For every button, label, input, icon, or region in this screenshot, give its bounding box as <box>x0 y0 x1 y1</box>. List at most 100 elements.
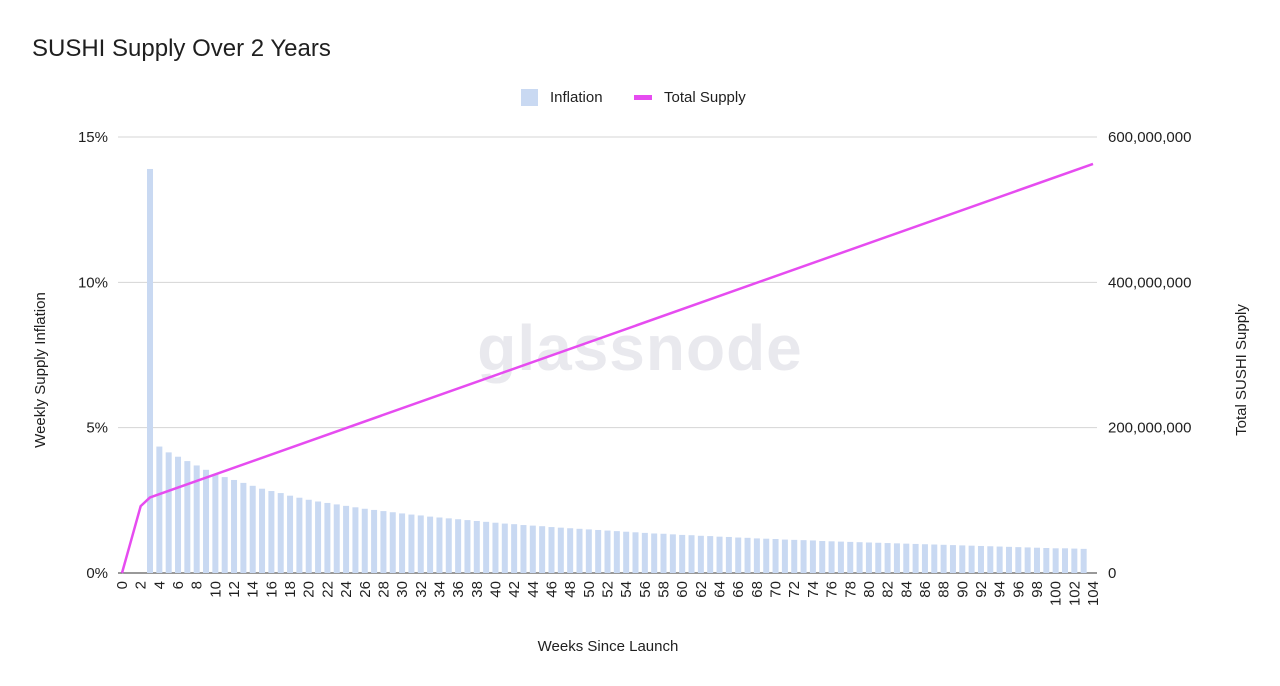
inflation-bar <box>996 546 1003 573</box>
inflation-bar <box>865 542 872 573</box>
inflation-bar <box>315 501 322 573</box>
inflation-bar <box>352 507 359 573</box>
inflation-bar <box>781 539 788 573</box>
x-tick-label: 56 <box>637 581 654 598</box>
x-tick-label: 64 <box>712 581 729 598</box>
x-tick-label: 4 <box>151 581 168 589</box>
inflation-bar <box>296 497 303 573</box>
inflation-bar <box>567 528 574 573</box>
inflation-bar <box>931 544 938 573</box>
x-tick-label: 100 <box>1048 581 1065 606</box>
right-tick-label: 0 <box>1108 565 1116 582</box>
inflation-bar <box>837 541 844 573</box>
x-tick-label: 90 <box>954 581 971 598</box>
x-tick-label: 86 <box>917 581 934 598</box>
x-tick-label: 30 <box>394 581 411 598</box>
legend-label-total-supply: Total Supply <box>664 89 746 106</box>
x-tick-label: 82 <box>880 581 897 598</box>
inflation-bar <box>809 540 816 573</box>
inflation-bar <box>511 524 518 573</box>
left-axis-ticks: 0% 5% 10% 15% <box>78 129 108 582</box>
x-tick-label: 24 <box>338 581 355 598</box>
left-axis-title: Weekly Supply Inflation <box>32 292 49 448</box>
inflation-bar <box>716 536 723 573</box>
inflation-bar <box>1024 547 1031 573</box>
inflation-bar <box>800 540 807 573</box>
inflation-bar <box>884 543 891 573</box>
inflation-bar <box>707 536 714 573</box>
inflation-bar <box>1071 548 1078 573</box>
inflation-bar <box>548 527 555 573</box>
inflation-bar <box>613 531 620 573</box>
inflation-bar <box>305 499 312 573</box>
x-tick-label: 96 <box>1010 581 1027 598</box>
inflation-bar <box>875 542 882 573</box>
inflation-bar <box>697 535 704 573</box>
x-tick-label: 70 <box>768 581 785 598</box>
total-supply-line-layer <box>120 162 1094 574</box>
inflation-bar <box>763 538 770 573</box>
x-tick-label: 62 <box>693 581 710 598</box>
inflation-bar <box>856 542 863 573</box>
inflation-bar <box>828 541 835 573</box>
x-tick-label: 72 <box>786 581 803 598</box>
x-tick-label: 14 <box>245 581 262 598</box>
x-tick-label: 68 <box>749 581 766 598</box>
inflation-bar <box>893 543 900 573</box>
x-tick-label: 22 <box>319 581 336 598</box>
x-tick-label: 20 <box>301 581 318 598</box>
inflation-bar <box>445 518 452 573</box>
x-tick-label: 58 <box>656 581 673 598</box>
x-tick-label: 102 <box>1066 581 1083 606</box>
inflation-bar <box>632 532 639 573</box>
x-tick-label: 54 <box>618 581 635 598</box>
x-tick-label: 74 <box>805 581 822 598</box>
inflation-bar <box>641 532 648 573</box>
inflation-bar <box>1043 548 1050 573</box>
inflation-bar <box>249 485 256 573</box>
x-tick-label: 16 <box>263 581 280 598</box>
inflation-bar <box>193 465 200 573</box>
inflation-bar <box>949 545 956 573</box>
x-tick-label: 88 <box>936 581 953 598</box>
inflation-bar <box>1061 548 1068 573</box>
inflation-bar <box>361 508 368 573</box>
inflation-bar <box>1052 548 1059 573</box>
inflation-bar <box>268 491 275 573</box>
inflation-bar <box>492 522 499 573</box>
inflation-bar <box>473 520 480 573</box>
inflation-bar <box>399 513 406 573</box>
inflation-bar <box>529 525 536 573</box>
x-tick-label: 2 <box>133 581 150 589</box>
x-tick-label: 92 <box>973 581 990 598</box>
inflation-bar <box>221 477 228 573</box>
inflation-bar <box>231 479 238 573</box>
x-tick-label: 66 <box>730 581 747 598</box>
inflation-bar <box>371 509 378 573</box>
inflation-bar <box>147 168 154 573</box>
inflation-bar <box>464 520 471 573</box>
legend: Inflation Total Supply <box>521 89 746 106</box>
inflation-bar <box>380 511 387 573</box>
total-supply-line <box>120 162 1094 574</box>
inflation-bar <box>203 469 210 573</box>
inflation-bar <box>427 516 434 573</box>
inflation-bar <box>455 519 462 573</box>
inflation-bar <box>744 537 751 573</box>
right-tick-label: 600,000,000 <box>1108 129 1191 146</box>
legend-swatch-inflation <box>521 89 538 106</box>
x-tick-label: 80 <box>861 581 878 598</box>
right-axis-ticks: 0 200,000,000 400,000,000 600,000,000 <box>1108 129 1191 582</box>
inflation-bar <box>595 529 602 573</box>
inflation-bar <box>903 543 910 573</box>
inflation-bar <box>651 533 658 573</box>
x-tick-label: 42 <box>506 581 523 598</box>
x-axis-ticks: 0 2 4 6 8 10 12 14 16 18 20 22 24 26 28 30 32 34 36 38 40 42 4… <box>114 581 1102 606</box>
inflation-bar <box>520 525 527 573</box>
x-tick-label: 98 <box>1029 581 1046 598</box>
x-tick-label: 104 <box>1085 581 1102 606</box>
x-tick-label: 34 <box>431 581 448 598</box>
inflation-bar <box>501 523 508 573</box>
x-tick-label: 40 <box>487 581 504 598</box>
